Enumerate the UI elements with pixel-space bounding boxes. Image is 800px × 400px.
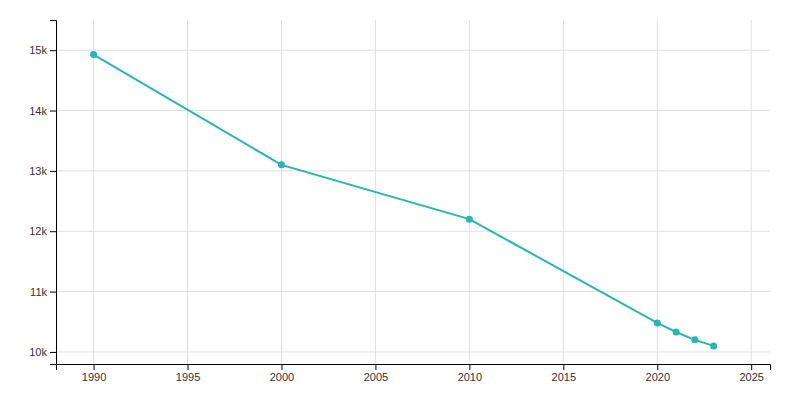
grid	[56, 20, 770, 364]
grid-line	[56, 291, 770, 292]
point	[691, 336, 698, 343]
tick: 13k	[29, 165, 56, 177]
tick: 15k	[29, 44, 56, 56]
grid-line	[281, 20, 282, 364]
tick-mark	[375, 364, 376, 370]
grid-line	[563, 20, 564, 364]
tick-mark	[188, 364, 189, 370]
tick-label: 10k	[29, 346, 47, 358]
tick: 12k	[29, 225, 56, 237]
tick-mark	[50, 231, 56, 232]
tick: 11k	[30, 286, 56, 298]
tick-mark	[563, 364, 564, 370]
tick: 1990	[82, 364, 106, 383]
tick: 2005	[364, 364, 388, 383]
axis-line	[50, 21, 57, 365]
x-axis: 1990 1995 2000 2005 2010 2015 2020 2025	[57, 364, 771, 383]
tick-label: 15k	[29, 44, 47, 56]
tick-mark	[50, 171, 56, 172]
tick-mark	[94, 364, 95, 370]
grid-line	[56, 351, 770, 352]
line	[94, 55, 714, 346]
tick: 14k	[29, 105, 56, 117]
tick: 2025	[739, 364, 763, 383]
tick-mark	[50, 50, 56, 51]
tick-label: 2025	[739, 371, 763, 383]
tick-mark	[657, 364, 658, 370]
grid-line	[93, 20, 94, 364]
tick-label: 11k	[30, 286, 47, 298]
grid-line	[56, 231, 770, 232]
series	[90, 51, 717, 349]
tick-label: 13k	[29, 165, 47, 177]
grid-line	[469, 20, 470, 364]
tick-label: 2005	[364, 371, 388, 383]
tick-label: 2010	[458, 371, 482, 383]
grid-line	[56, 110, 770, 111]
grid-line	[657, 20, 658, 364]
tick: 1995	[176, 364, 200, 383]
tick-mark	[50, 352, 56, 353]
tick: 2020	[646, 364, 670, 383]
grid-line	[56, 170, 770, 171]
point	[278, 161, 285, 168]
point	[710, 342, 717, 349]
plot: 1990 1995 2000 2005 2010 2015 2020 2025 10k 11k 12…	[29, 20, 770, 383]
grid-line	[751, 20, 752, 364]
point	[466, 216, 473, 223]
point	[673, 329, 680, 336]
tick: 2010	[458, 364, 482, 383]
tick-label: 1995	[176, 371, 200, 383]
tick-label: 12k	[29, 225, 47, 237]
point	[90, 51, 97, 58]
tick-mark	[50, 292, 56, 293]
point	[654, 319, 661, 326]
y-axis: 10k 11k 12k 13k 14k 15k	[29, 21, 56, 365]
tick-mark	[469, 364, 470, 370]
tick-mark	[281, 364, 282, 370]
tick-label: 1990	[82, 371, 106, 383]
tick-label: 2020	[646, 371, 670, 383]
tick: 2015	[552, 364, 576, 383]
grid-line	[187, 20, 188, 364]
tick-label: 14k	[29, 105, 47, 117]
tick-label: 2000	[270, 371, 294, 383]
tick: 10k	[29, 346, 56, 358]
tick-mark	[751, 364, 752, 370]
tick: 2000	[270, 364, 294, 383]
chart: 1990 1995 2000 2005 2010 2015 2020 2025 10k 11k 12…	[0, 0, 800, 400]
tick-mark	[50, 111, 56, 112]
tick-label: 2015	[552, 371, 576, 383]
axis-line	[57, 365, 771, 371]
grid-line	[56, 50, 770, 51]
